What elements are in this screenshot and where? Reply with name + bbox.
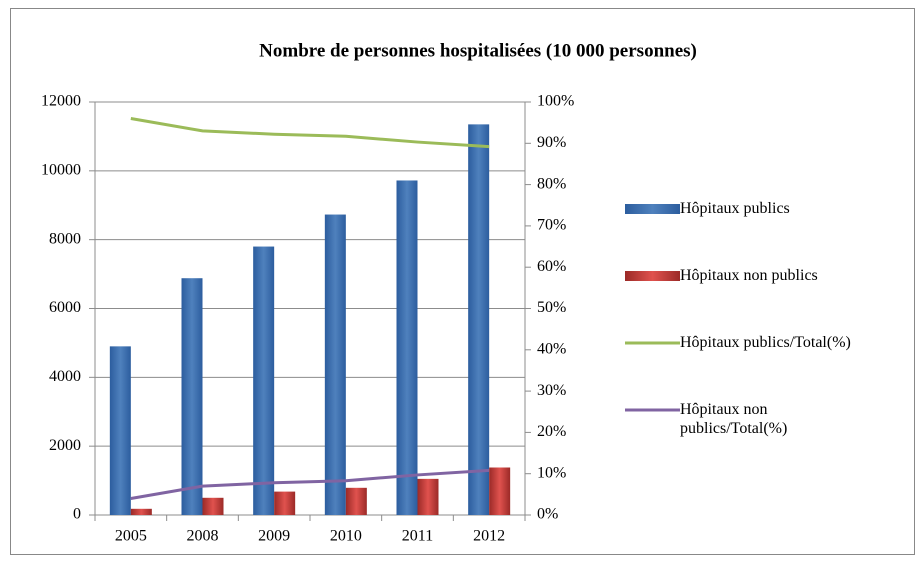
y2-tick-label: 0% (537, 506, 558, 523)
y2-tick-label: 30% (537, 382, 566, 399)
y-tick-label: 10000 (41, 162, 81, 179)
x-tick-label: 2010 (330, 528, 362, 545)
x-tick-label: 2009 (258, 528, 290, 545)
chart-border (10, 8, 915, 555)
legend-label: Hôpitaux publics (680, 200, 790, 217)
bar (417, 478, 439, 515)
bar (130, 508, 152, 515)
bar (468, 124, 490, 515)
y2-tick-label: 50% (537, 299, 566, 316)
legend-swatch (625, 204, 680, 214)
x-tick-label: 2011 (402, 528, 433, 545)
bar (202, 497, 224, 515)
y2-tick-label: 40% (537, 340, 566, 357)
y-tick-label: 8000 (49, 230, 81, 247)
x-tick-label: 2005 (115, 528, 147, 545)
y2-tick-label: 80% (537, 175, 566, 192)
bar (489, 467, 511, 515)
line (130, 468, 490, 500)
y-tick-label: 12000 (41, 93, 81, 110)
bar (324, 214, 346, 516)
y2-tick-label: 90% (537, 134, 566, 151)
bar (345, 487, 367, 515)
y2-tick-label: 10% (537, 464, 566, 481)
bar (253, 246, 275, 516)
x-tick-label: 2012 (473, 528, 505, 545)
bar (274, 491, 296, 515)
y-tick-label: 0 (73, 506, 81, 523)
y2-tick-label: 100% (537, 93, 574, 110)
y2-tick-label: 20% (537, 423, 566, 440)
y-tick-label: 4000 (49, 368, 81, 385)
legend-swatch (625, 271, 680, 281)
line (130, 117, 490, 149)
bar (109, 346, 131, 515)
bar (181, 278, 203, 515)
legend-label: Hôpitaux publics/Total(%) (680, 334, 851, 351)
bar (396, 180, 418, 515)
chart-title: Nombre de personnes hospitalisées (10 00… (259, 40, 697, 61)
y2-tick-label: 70% (537, 217, 566, 234)
x-tick-label: 2008 (187, 528, 219, 545)
y-tick-label: 2000 (49, 437, 81, 454)
legend-label: Hôpitaux non publics (680, 267, 818, 284)
y2-tick-label: 60% (537, 258, 566, 275)
y-tick-label: 6000 (49, 299, 81, 316)
legend-label: Hôpitaux non publics/Total(%) (680, 401, 788, 437)
